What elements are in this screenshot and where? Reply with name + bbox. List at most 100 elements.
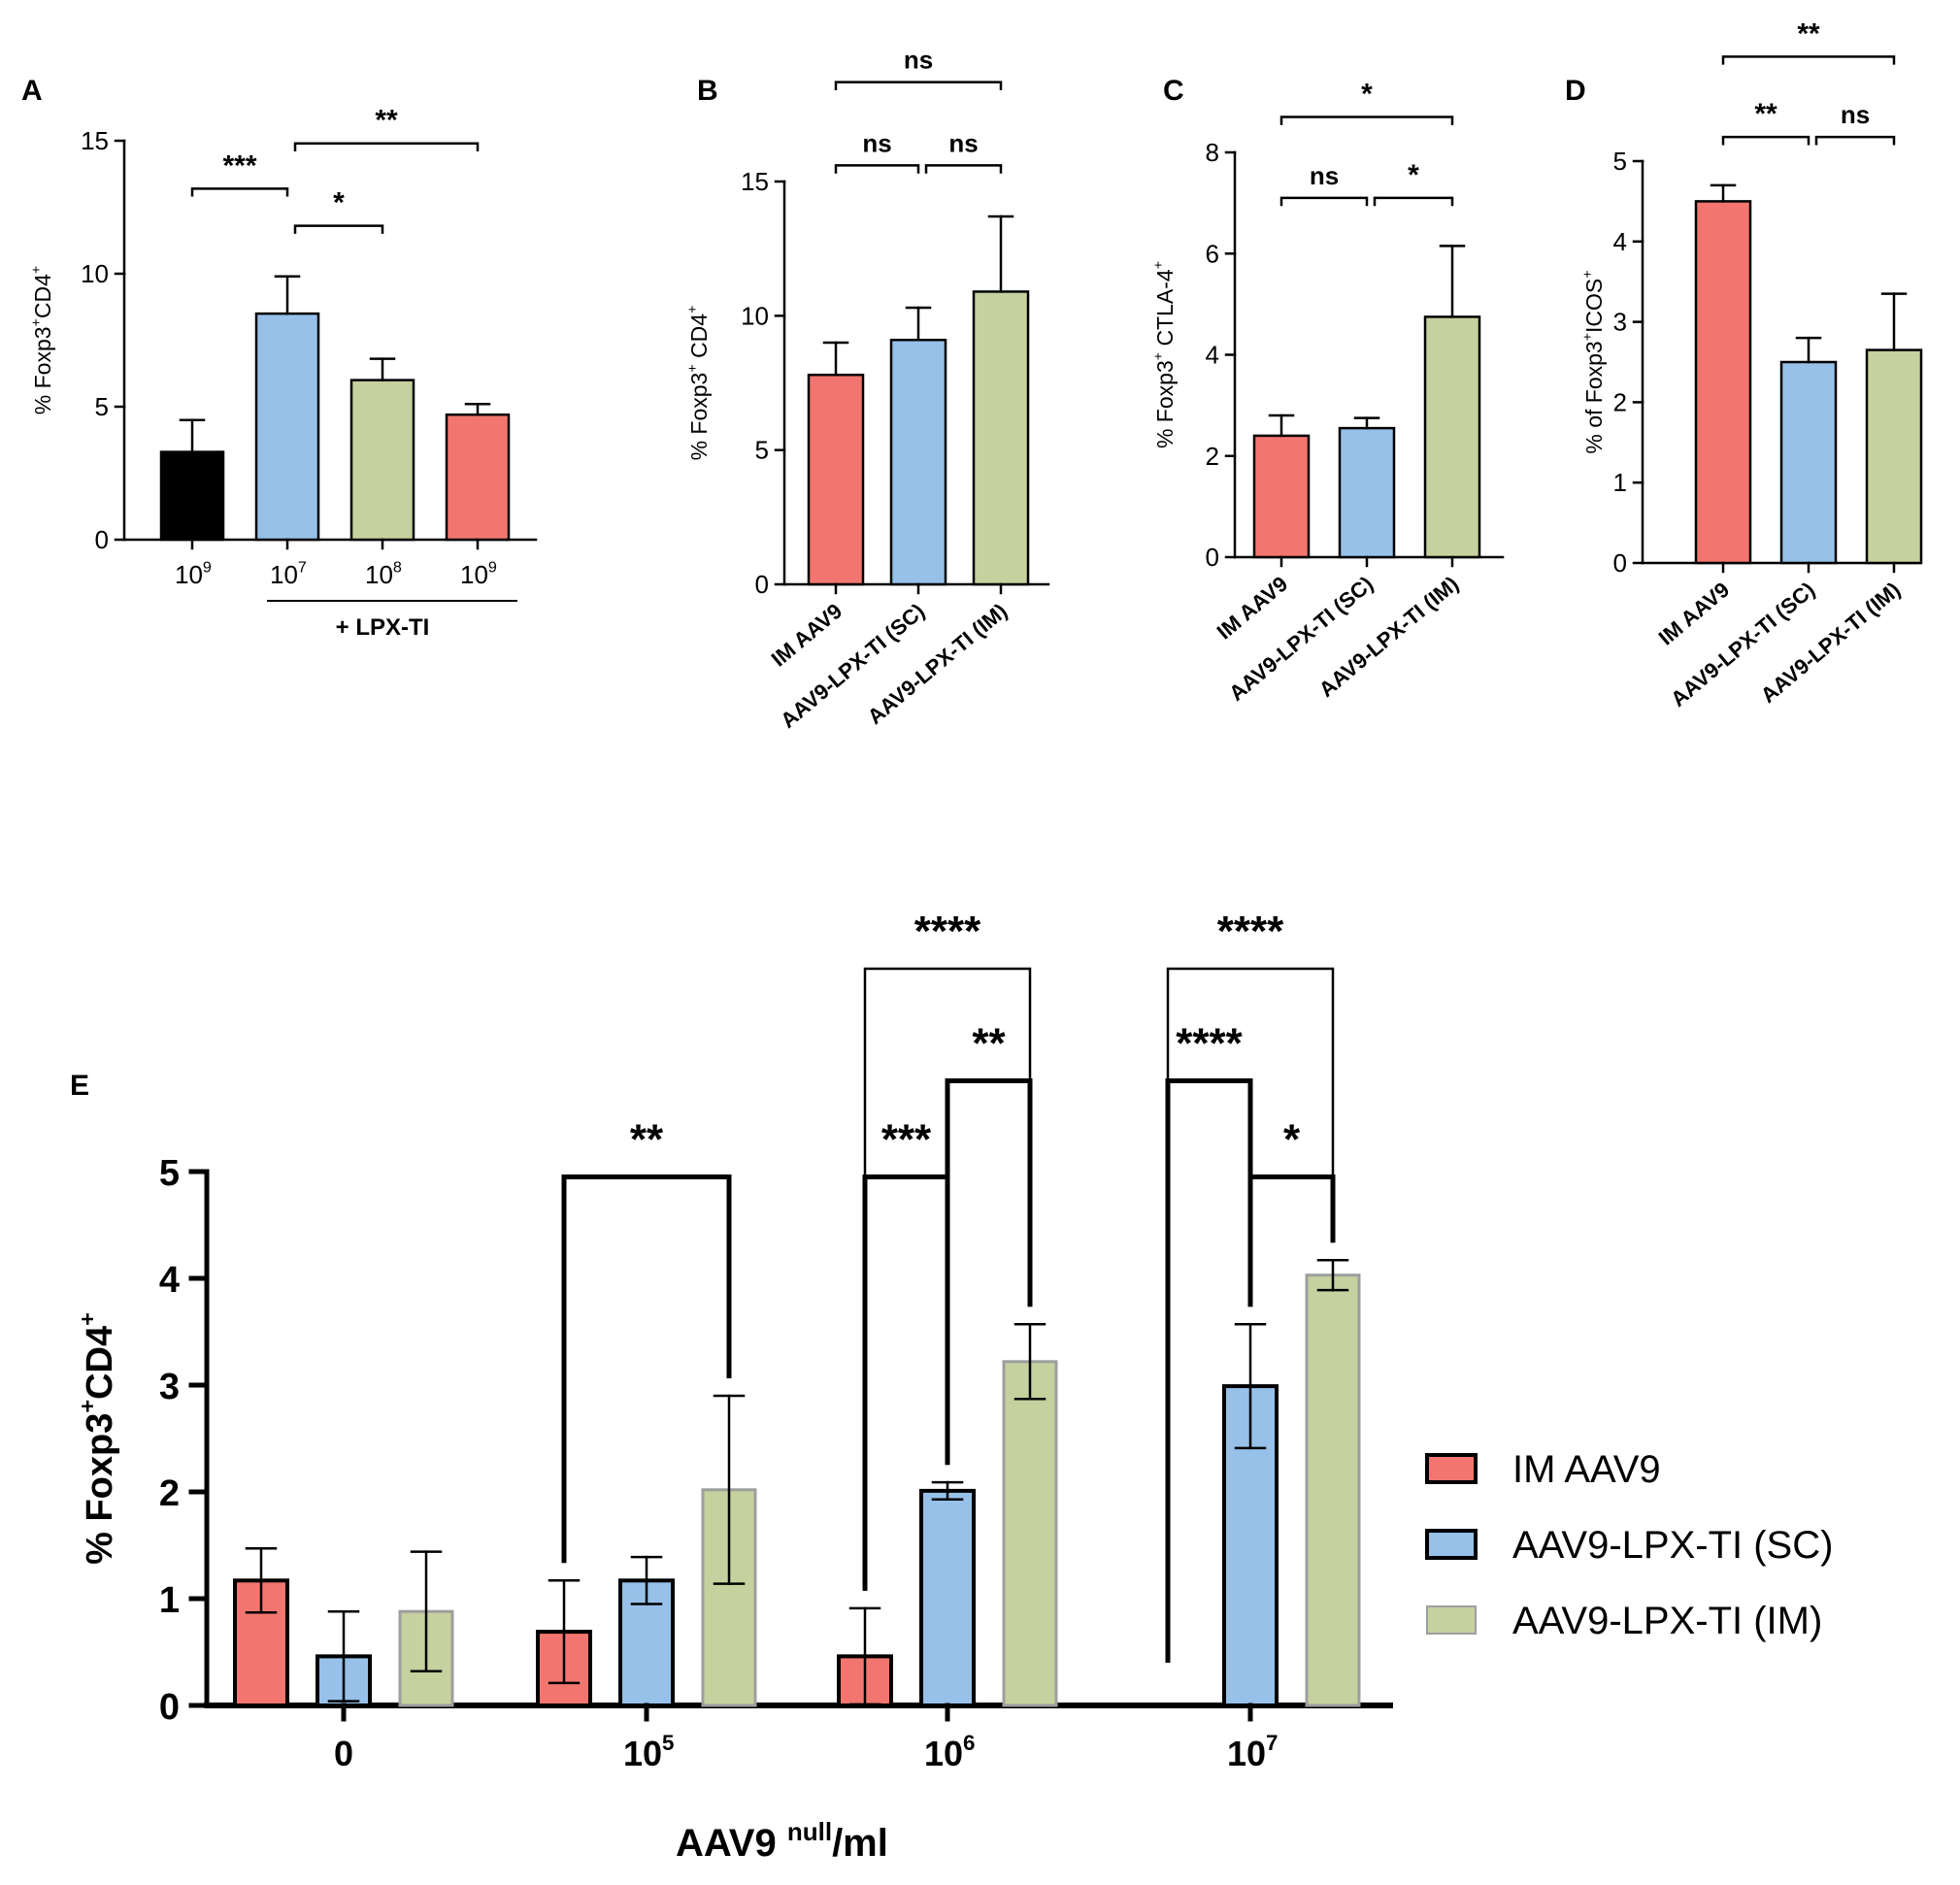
significance-label: ****	[1176, 1020, 1243, 1068]
y-axis-label-part: +	[685, 364, 701, 372]
y-tick-label: 2	[1613, 387, 1627, 416]
legend-label: AAV9-LPX-TI (IM)	[1512, 1600, 1822, 1642]
panel-letter: B	[697, 75, 718, 107]
y-tick-label: 0	[1206, 543, 1219, 572]
y-tick-label: 5	[95, 392, 109, 421]
x-tick-label-exp: 5	[662, 1731, 674, 1755]
y-axis-label-part: +	[1580, 333, 1596, 341]
significance-bracket	[1814, 135, 1896, 146]
significance-bracket	[293, 224, 384, 234]
y-axis-label-part: +	[1151, 352, 1167, 360]
y-tick-label: 10	[741, 301, 769, 330]
y-tick-label: 2	[1206, 442, 1219, 471]
y-axis-label: % Foxp3+CD4+	[29, 266, 55, 414]
x-tick-label: IM AAV9	[767, 599, 847, 672]
x-tick-label-base: 10	[175, 560, 203, 589]
significance-bracket	[1279, 116, 1454, 125]
significance-bracket	[863, 967, 1032, 1591]
x-tick-label-base: 10	[623, 1734, 662, 1773]
x-axis-label-base: AAV9	[676, 1822, 787, 1865]
x-tick-label: 106	[924, 1731, 975, 1773]
panel-letter: E	[70, 1070, 89, 1102]
y-axis-label-part: % Foxp3	[30, 326, 55, 414]
significance-bracket	[1279, 196, 1369, 207]
y-axis-label: % Foxp3+ CTLA-4+	[1151, 261, 1178, 448]
y-tick-label: 0	[159, 1687, 180, 1728]
x-axis-label-rest: /ml	[832, 1822, 888, 1865]
y-axis-label-part: CTLA-4	[1152, 269, 1178, 352]
y-axis-label-part: % Foxp3	[686, 373, 712, 461]
y-axis-label-part: +	[29, 318, 45, 326]
x-tick-label-exp: 6	[963, 1731, 975, 1755]
y-axis-label: % Foxp3+ CD4+	[685, 306, 712, 461]
y-axis-label-part: CD4	[30, 274, 55, 318]
y-axis-label-part: % Foxp3	[1152, 360, 1178, 448]
y-tick-label: 15	[81, 126, 109, 155]
bar	[1305, 1273, 1361, 1707]
bar	[807, 373, 865, 586]
y-tick-label: 15	[741, 167, 769, 196]
x-tick-label: 109	[175, 558, 212, 589]
y-axis-label-part: +	[685, 306, 701, 314]
y-tick-label: 10	[81, 259, 109, 288]
panel-letter: A	[21, 75, 43, 107]
x-tick-label-base: 10	[460, 560, 488, 589]
bar	[889, 338, 947, 586]
significance-label: ns	[862, 128, 891, 157]
y-tick-label: 1	[159, 1580, 180, 1621]
bar	[1779, 360, 1838, 565]
significance-bracket	[1166, 967, 1335, 1663]
x-tick-label: 105	[623, 1731, 674, 1773]
y-axis-label-part: +	[75, 1400, 100, 1413]
x-tick-label: AAV9-LPX-TI (IM)	[1314, 572, 1463, 702]
bar	[1252, 434, 1311, 559]
y-tick-label: 4	[1613, 227, 1627, 256]
x-tick-label-base: 10	[365, 560, 393, 589]
legend-swatch	[1425, 1529, 1478, 1560]
x-tick-label: IM AAV9	[1213, 572, 1293, 645]
y-tick-label: 0	[95, 525, 109, 554]
legend-label: IM AAV9	[1512, 1448, 1661, 1491]
x-tick-label-base: 10	[270, 560, 298, 589]
significance-label: *	[333, 187, 345, 219]
x-axis-label-sup: null	[787, 1817, 832, 1846]
y-tick-label: 3	[159, 1367, 180, 1407]
y-tick-label: 6	[1206, 239, 1219, 268]
significance-label: ***	[222, 149, 256, 182]
significance-bracket	[834, 81, 1003, 90]
significance-bracket	[293, 142, 480, 151]
y-tick-label: 1	[1613, 468, 1627, 497]
y-tick-label: 5	[159, 1153, 180, 1194]
y-axis-label-part: +	[29, 266, 45, 274]
y-axis-label-part: +	[75, 1312, 100, 1326]
y-axis-label-part: CD4	[80, 1326, 120, 1400]
x-tick-label: 107	[1227, 1731, 1278, 1773]
legend-label: AAV9-LPX-TI (SC)	[1512, 1524, 1833, 1567]
significance-bracket	[834, 164, 920, 174]
significance-bracket	[561, 1174, 732, 1564]
significance-label: ****	[1217, 908, 1284, 955]
significance-bracket	[1721, 55, 1896, 65]
y-tick-label: 4	[1206, 341, 1219, 370]
bar	[254, 312, 320, 542]
x-axis-label: AAV9 null/ml	[676, 1817, 888, 1865]
y-tick-label: 8	[1206, 138, 1219, 167]
y-tick-label: 5	[755, 436, 769, 465]
significance-label: ns	[904, 46, 933, 75]
x-tick-label: IM AAV9	[1654, 578, 1735, 650]
significance-label: **	[630, 1116, 664, 1164]
x-tick-label: 0	[334, 1734, 353, 1773]
x-tick-label-exp: 7	[1266, 1731, 1278, 1755]
x-tick-label: AAV9-LPX-TI (SC)	[1666, 578, 1819, 711]
x-tick-label: 108	[365, 558, 402, 589]
x-tick-label: AAV9-LPX-TI (SC)	[1224, 572, 1378, 706]
significance-bracket	[1721, 135, 1811, 146]
bar	[1694, 200, 1752, 565]
x-tick-label-exp: 7	[298, 558, 307, 576]
x-tick-label: AAV9-LPX-TI (IM)	[1756, 578, 1905, 708]
legend-swatch	[1426, 1605, 1477, 1635]
significance-label: *	[1283, 1116, 1301, 1164]
